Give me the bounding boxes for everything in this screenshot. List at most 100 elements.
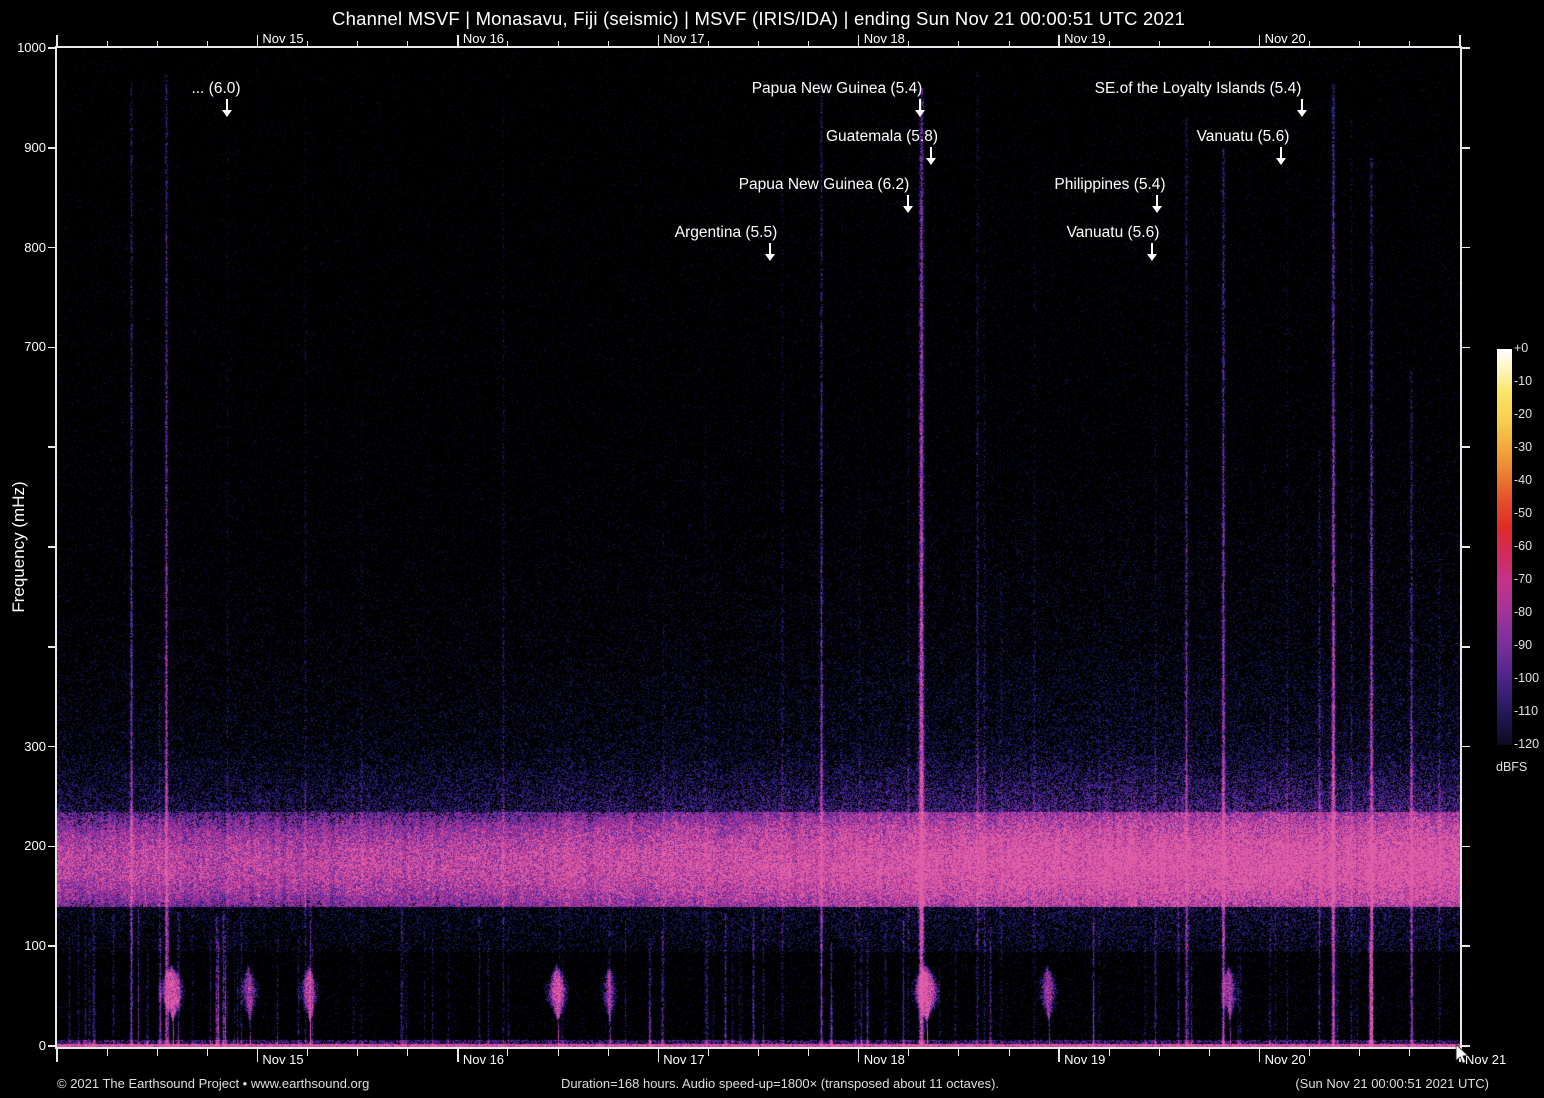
x-minor-tick-top — [557, 41, 559, 48]
x-axis-label-bottom: Nov 15 — [262, 1052, 304, 1067]
annotation-arrow-icon — [226, 99, 228, 111]
y-tick-left — [48, 246, 57, 249]
x-minor-tick-bottom — [106, 1049, 108, 1056]
x-major-tick-bottom — [457, 1049, 459, 1062]
annotation-arrowhead-icon — [222, 110, 232, 117]
x-minor-tick-bottom — [357, 1049, 359, 1056]
colorbar-tick-label: -30 — [1514, 440, 1533, 454]
colorbar-tick-label: -110 — [1514, 704, 1539, 718]
x-minor-tick-top — [507, 41, 509, 48]
y-tick-right — [1461, 346, 1470, 349]
colorbar-tick-label: -70 — [1514, 572, 1533, 586]
x-major-tick-bottom — [256, 1049, 259, 1062]
mouse-cursor-icon — [1455, 1044, 1469, 1064]
x-minor-tick-bottom — [156, 1049, 158, 1056]
y-tick-left — [48, 546, 57, 548]
x-minor-tick-bottom — [1108, 1049, 1110, 1056]
x-major-tick-top — [1058, 35, 1060, 48]
annotation-arrow-icon — [1156, 195, 1158, 207]
x-axis-label-top: Nov 16 — [462, 31, 505, 46]
x-minor-tick-bottom — [1208, 1049, 1210, 1056]
x-major-tick-top — [857, 35, 860, 48]
colorbar-tick-label: -90 — [1514, 638, 1533, 652]
y-axis-label: 200 — [24, 838, 46, 854]
earthquake-annotation-label: Papua New Guinea (5.4) — [751, 80, 923, 97]
annotation-arrow-icon — [1280, 147, 1282, 159]
y-tick-right — [1461, 945, 1470, 947]
y-tick-right — [1461, 845, 1470, 848]
x-minor-tick-bottom — [1008, 1049, 1010, 1056]
y-axis-label: 0 — [38, 1038, 46, 1053]
y-tick-right — [1461, 646, 1470, 648]
y-tick-left — [48, 47, 57, 49]
annotation-arrow-icon — [930, 147, 932, 159]
x-axis-label-top: Nov 18 — [863, 31, 905, 46]
colorbar-tick-label: -60 — [1514, 539, 1533, 553]
x-minor-tick-top — [958, 41, 960, 48]
annotation-arrowhead-icon — [1147, 254, 1157, 261]
chart-title: Channel MSVF | Monasavu, Fiji (seismic) … — [332, 8, 1185, 29]
x-major-tick-top — [256, 35, 259, 48]
colorbar-tick-label: +0 — [1514, 341, 1529, 355]
annotation-arrowhead-icon — [1152, 206, 1162, 213]
y-tick-left — [48, 1045, 57, 1047]
x-minor-tick-bottom — [1309, 1049, 1311, 1056]
x-axis-label-top: Nov 19 — [1064, 31, 1106, 46]
x-axis-label-bottom: Nov 18 — [863, 1052, 905, 1067]
x-minor-tick-top — [908, 41, 910, 48]
x-axis-label-bottom: Nov 17 — [663, 1052, 705, 1067]
x-minor-tick-top — [1008, 41, 1010, 48]
y-tick-right — [1461, 446, 1470, 448]
y-tick-left — [48, 745, 57, 748]
y-axis-label: 100 — [24, 938, 46, 954]
annotation-arrowhead-icon — [1297, 110, 1307, 117]
x-minor-tick-bottom — [557, 1049, 559, 1056]
x-minor-tick-bottom — [707, 1049, 709, 1056]
x-axis-label-bottom: Nov 19 — [1064, 1052, 1106, 1067]
x-minor-tick-bottom — [407, 1049, 409, 1056]
annotation-arrow-icon — [1301, 99, 1303, 111]
x-minor-tick-top — [607, 41, 609, 48]
x-minor-tick-top — [1208, 41, 1210, 48]
x-major-tick-top — [1459, 35, 1461, 48]
x-major-tick-top — [457, 35, 459, 48]
x-minor-tick-top — [1108, 41, 1110, 48]
y-axis-title: Frequency (mHz) — [9, 481, 28, 613]
x-minor-tick-bottom — [1409, 1049, 1411, 1056]
earthquake-annotation-label: Philippines (5.4) — [1054, 176, 1166, 193]
annotation-arrowhead-icon — [926, 158, 936, 165]
earthquake-annotation-label: SE.of the Loyalty Islands (5.4) — [1094, 80, 1302, 97]
y-tick-right — [1461, 1045, 1470, 1047]
x-minor-tick-bottom — [507, 1049, 509, 1056]
footer-duration: Duration=168 hours. Audio speed-up=1800×… — [560, 1076, 1000, 1091]
y-axis-label: 900 — [24, 139, 46, 155]
x-minor-tick-bottom — [1158, 1049, 1160, 1056]
x-minor-tick-bottom — [307, 1049, 309, 1056]
x-axis-label-top: Nov 20 — [1264, 31, 1306, 46]
earthquake-annotation-label: Vanuatu (5.6) — [1066, 224, 1160, 241]
colorbar-tick-label: -40 — [1514, 473, 1533, 487]
y-tick-right — [1461, 47, 1470, 49]
x-major-tick-bottom — [1258, 1049, 1261, 1062]
x-axis-label-bottom: Nov 16 — [462, 1052, 505, 1067]
colorbar-tick-label: -80 — [1514, 605, 1533, 619]
annotation-arrowhead-icon — [915, 110, 925, 117]
x-minor-tick-bottom — [758, 1049, 759, 1056]
x-axis-label-top: Nov 15 — [262, 31, 304, 46]
x-minor-tick-top — [758, 41, 759, 48]
x-minor-tick-bottom — [1359, 1049, 1361, 1056]
x-major-tick-bottom — [857, 1049, 860, 1062]
colorbar-tick-label: -50 — [1514, 506, 1533, 520]
x-major-tick-bottom — [56, 1049, 58, 1062]
x-minor-tick-top — [707, 41, 709, 48]
footer-copyright: © 2021 The Earthsound Project • www.eart… — [57, 1076, 370, 1091]
y-tick-left — [48, 845, 57, 848]
y-tick-left — [48, 446, 57, 448]
x-minor-tick-top — [357, 41, 359, 48]
x-minor-tick-top — [1309, 41, 1311, 48]
x-major-tick-top — [56, 35, 58, 48]
earthquake-annotation-label: Papua New Guinea (6.2) — [738, 176, 910, 193]
colorbar-tick-label: -120 — [1514, 737, 1540, 751]
footer-timestamp: (Sun Nov 21 00:00:51 2021 UTC) — [1295, 1076, 1489, 1091]
colorbar-gradient — [1497, 349, 1512, 745]
